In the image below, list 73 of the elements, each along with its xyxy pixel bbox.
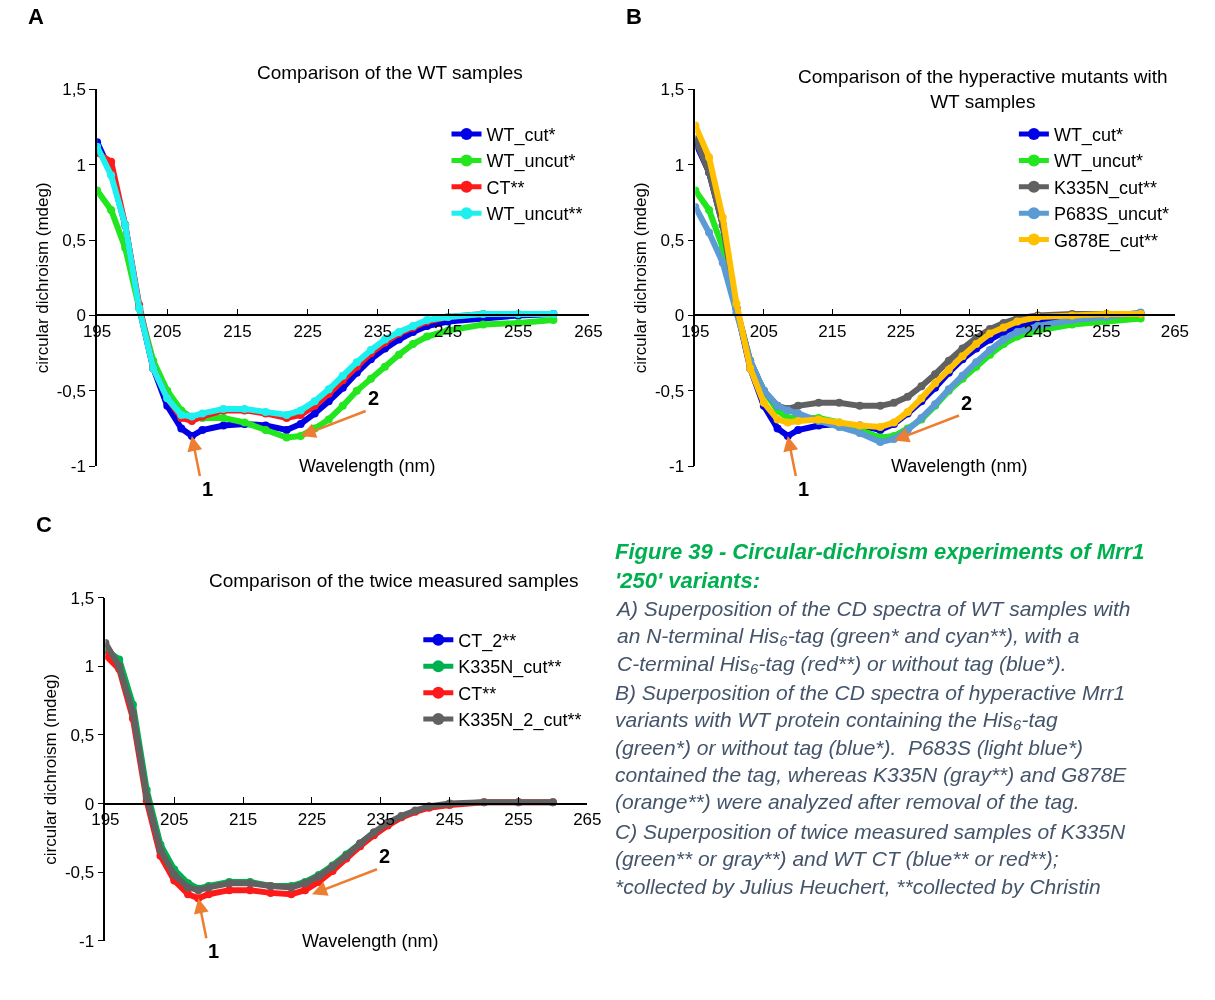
x-tick-label: 255 (1092, 321, 1121, 341)
legend-label: CT** (458, 683, 497, 704)
y-tick-label: 1,5 (62, 80, 86, 100)
y-tick-label: 0,5 (70, 725, 95, 745)
y-tick-label: 0 (84, 794, 95, 814)
chart-title: Comparison of the WT samples (257, 62, 523, 83)
legend-label: K335N_2_cut** (458, 710, 582, 732)
x-axis-title: Wavelength (nm) (299, 456, 436, 476)
legend-label: K335N_cut** (458, 657, 562, 679)
legend-label: G878E_cut** (1053, 230, 1158, 252)
x-tick-label: 235 (955, 321, 984, 341)
legend-label: P683S_uncut* (1053, 204, 1169, 226)
y-tick-label: -0,5 (64, 863, 95, 883)
x-tick-label: 205 (160, 809, 189, 829)
y-tick-label: 1 (674, 155, 685, 175)
text: A) Superposition of the CD spectra of WT samples with an N-terminal His₆-tag (green* and cyan**), with a C-terminal His₆-tag (red**) or without tag (blue*). (617, 597, 1131, 675)
x-tick-label: 235 (363, 321, 393, 341)
x-tick-label: 255 (504, 321, 533, 341)
annotation: 2 (379, 845, 391, 867)
y-axis-title: circular dichroism (mdeg) (41, 673, 60, 865)
chart-title: Comparison of the hyperactive mutants with WT samples (798, 66, 1168, 112)
y-tick-label: 1 (84, 657, 95, 677)
x-tick-label: 215 (223, 321, 252, 341)
text: C (36, 512, 52, 537)
y-tick-label: -1 (70, 457, 86, 477)
legend-label: K335N_cut** (1053, 177, 1157, 199)
x-tick-label: 245 (435, 809, 464, 829)
y-axis-title: circular dichroism (mdeg) (630, 182, 650, 374)
y-tick-label: -1 (79, 931, 95, 951)
annotation: 1 (208, 940, 220, 962)
x-tick-label: 265 (1160, 321, 1190, 341)
x-tick-label: 265 (573, 809, 602, 829)
text: A (28, 4, 44, 29)
annotation: 1 (798, 478, 810, 500)
text: B) Superposition of the CD spectra of hyperactive Mrr1 variants with WT protein containing the His₆-tag (green*) or without tag (blue*). P683S (light blue*) contained the tag, whereas K335N (gray**) and G878E (orange**) were analyzed after removal of the tag. (615, 681, 1127, 814)
x-axis-title: Wavelength (nm) (302, 931, 439, 951)
x-tick-label: 225 (886, 321, 916, 341)
legend-label: WT_uncut** (486, 204, 583, 226)
annotation: 2 (368, 387, 380, 409)
x-tick-label: 225 (293, 321, 322, 341)
y-tick-label: -0,5 (654, 381, 685, 401)
x-tick-label: 205 (749, 321, 779, 341)
x-tick-label: 205 (153, 321, 182, 341)
text: C) Superposition of twice measured samples of K335N (green** or gray**) and WT CT (blue** or red**); *collected by Julius Heuchert, **collected by Christin (615, 820, 1126, 898)
legend-label: CT** (486, 177, 525, 198)
annotation: 1 (202, 478, 214, 500)
y-tick-label: 0,5 (660, 231, 685, 251)
x-axis-title: Wavelength (nm) (891, 456, 1028, 476)
legend-label: WT_cut* (1053, 125, 1123, 147)
y-axis-title: circular dichroism (mdeg) (32, 182, 52, 374)
annotation: 2 (961, 392, 973, 414)
y-tick-label: 1 (76, 155, 86, 175)
x-tick-label: 245 (1023, 321, 1053, 341)
y-tick-label: 0 (76, 306, 86, 326)
y-tick-label: -0,5 (56, 381, 86, 401)
y-tick-label: 0,5 (62, 231, 86, 251)
chart-title: Comparison of the twice measured samples (209, 570, 579, 591)
y-tick-label: 0 (674, 306, 685, 326)
y-tick-label: 1,5 (660, 80, 685, 100)
legend-label: WT_uncut* (486, 151, 576, 173)
y-tick-label: -1 (669, 457, 685, 477)
legend-label: WT_uncut* (1053, 151, 1143, 173)
x-tick-label: 215 (228, 809, 258, 829)
x-tick-label: 225 (297, 809, 327, 829)
x-tick-label: 215 (818, 321, 847, 341)
legend-label: WT_cut* (486, 125, 556, 147)
text: Figure 39 - Circular-dichroism experiments of Mrr1 '250' variants: (615, 539, 1145, 593)
y-tick-label: 1,5 (70, 588, 95, 608)
x-tick-label: 235 (366, 809, 395, 829)
x-tick-label: 255 (504, 809, 533, 829)
x-tick-label: 265 (574, 321, 603, 341)
text: B (626, 4, 642, 29)
legend-label: CT_2** (458, 630, 517, 652)
